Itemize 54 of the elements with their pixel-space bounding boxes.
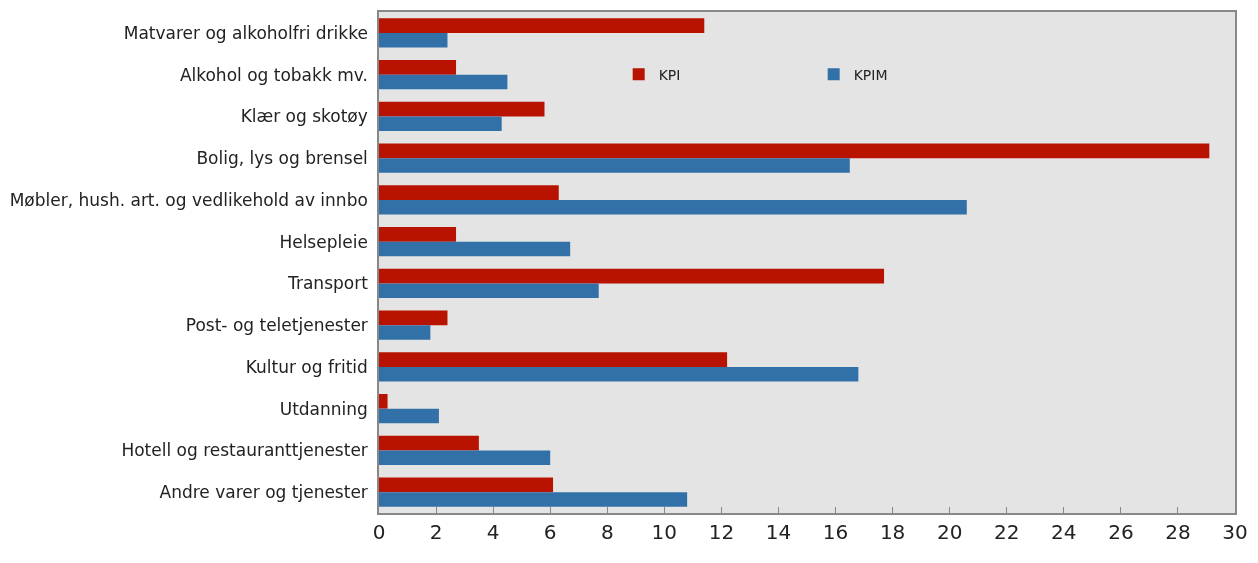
x-tick-label: 18: [879, 519, 906, 544]
bar: [379, 101, 545, 117]
y-tick-label: Andre varer og tjenester: [159, 482, 368, 503]
x-tick-label: 30: [1222, 519, 1248, 544]
x-tick-label: 28: [1165, 519, 1191, 544]
y-tick-label: Post- og teletjenester: [185, 315, 368, 336]
bar: [379, 227, 457, 242]
y-tick-label: Helsepleie: [279, 231, 368, 252]
legend-label: KPI: [658, 66, 681, 83]
bar: [379, 435, 479, 451]
x-tick-label: 10: [651, 519, 678, 544]
y-tick-label: Klær og skotøy: [240, 106, 368, 127]
x-tick-label: 20: [936, 519, 963, 544]
x-tick-label: 6: [543, 519, 557, 544]
bar: [379, 158, 850, 173]
y-tick-label: Utdanning: [279, 398, 368, 419]
bar: [379, 116, 502, 131]
bar: [379, 366, 859, 382]
bar: [379, 60, 457, 75]
bar: [379, 32, 448, 48]
bar: [379, 283, 599, 298]
y-tick-label: Møbler, hush. art. og vedlikehold av innbo: [9, 189, 368, 210]
bar: [379, 18, 705, 33]
x-tick-label: 2: [429, 519, 443, 544]
y-tick-label: Alkohol og tobakk mv.: [179, 64, 368, 85]
y-tick-label: Transport: [287, 273, 369, 294]
x-tick-label: 8: [600, 519, 614, 544]
bar: [379, 325, 431, 340]
bar: [379, 185, 559, 200]
bar: [379, 450, 551, 465]
bar: [379, 394, 388, 409]
x-tick-label: 0: [372, 519, 386, 544]
y-tick-label: Hotell og restauranttjenester: [121, 440, 368, 461]
bar: [379, 477, 554, 493]
bar: [379, 143, 1210, 159]
x-tick-label: 26: [1108, 519, 1134, 544]
y-tick-label: Kultur og fritid: [245, 356, 368, 377]
bar: [379, 408, 439, 424]
x-tick-label: 12: [708, 519, 735, 544]
x-tick-label: 4: [486, 519, 500, 544]
x-tick-label: 14: [765, 519, 792, 544]
x-tick-label: 22: [994, 519, 1020, 544]
bar: [379, 199, 967, 215]
x-tick-label: 24: [1051, 519, 1077, 544]
x-tick-label: 16: [822, 519, 849, 544]
bar: [379, 74, 508, 90]
bar: [379, 268, 885, 284]
y-tick-label: Bolig, lys og brensel: [196, 148, 368, 169]
legend-label: KPIM: [853, 66, 888, 83]
bar: [379, 492, 688, 507]
bar: [379, 352, 728, 367]
y-tick-label: Matvarer og alkoholfri drikke: [123, 22, 368, 43]
bar: [379, 310, 448, 326]
bar: [379, 241, 571, 257]
